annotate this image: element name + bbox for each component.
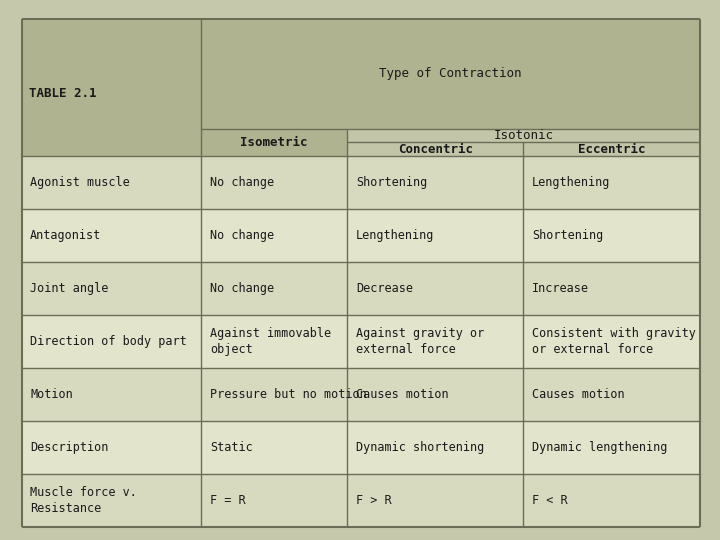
- Bar: [202, 421, 347, 474]
- Text: TABLE 2.1: TABLE 2.1: [29, 87, 96, 100]
- Bar: [202, 368, 347, 421]
- Bar: [22, 315, 202, 368]
- Text: Agonist muscle: Agonist muscle: [30, 176, 130, 189]
- Bar: [347, 262, 523, 315]
- Text: Decrease: Decrease: [356, 282, 413, 295]
- Text: Antagonist: Antagonist: [30, 229, 102, 242]
- Bar: [22, 156, 202, 209]
- Bar: [347, 421, 523, 474]
- Text: Isotonic: Isotonic: [493, 129, 554, 142]
- Bar: [202, 129, 347, 156]
- Bar: [22, 421, 202, 474]
- Text: Lengthening: Lengthening: [356, 229, 434, 242]
- Text: Concentric: Concentric: [398, 143, 473, 156]
- Text: Pressure but no motion: Pressure but no motion: [210, 388, 366, 401]
- Text: Motion: Motion: [30, 388, 73, 401]
- Text: Increase: Increase: [532, 282, 589, 295]
- Bar: [22, 209, 202, 262]
- Bar: [347, 209, 523, 262]
- Text: Lengthening: Lengthening: [532, 176, 611, 189]
- Text: F < R: F < R: [532, 494, 568, 507]
- Text: Consistent with gravity
or external force: Consistent with gravity or external forc…: [532, 327, 696, 356]
- Bar: [523, 209, 700, 262]
- Bar: [523, 421, 700, 474]
- Bar: [523, 474, 700, 526]
- Text: Static: Static: [210, 441, 253, 454]
- Text: Description: Description: [30, 441, 109, 454]
- Bar: [202, 156, 347, 209]
- Bar: [347, 156, 523, 209]
- Text: Against immovable
object: Against immovable object: [210, 327, 331, 356]
- Text: Muscle force v.
Resistance: Muscle force v. Resistance: [30, 485, 137, 515]
- Text: Direction of body part: Direction of body part: [30, 335, 187, 348]
- Bar: [347, 368, 523, 421]
- Bar: [347, 129, 700, 142]
- Bar: [523, 262, 700, 315]
- Text: Isometric: Isometric: [240, 136, 308, 148]
- Bar: [347, 474, 523, 526]
- Text: F > R: F > R: [356, 494, 392, 507]
- Bar: [22, 262, 202, 315]
- Text: Dynamic lengthening: Dynamic lengthening: [532, 441, 667, 454]
- Bar: [22, 474, 202, 526]
- Bar: [202, 315, 347, 368]
- Bar: [347, 315, 523, 368]
- Text: Against gravity or
external force: Against gravity or external force: [356, 327, 484, 356]
- Bar: [523, 315, 700, 368]
- Bar: [202, 474, 347, 526]
- Bar: [202, 209, 347, 262]
- Text: Eccentric: Eccentric: [578, 143, 645, 156]
- Bar: [22, 19, 202, 156]
- Text: No change: No change: [210, 176, 274, 189]
- Text: No change: No change: [210, 282, 274, 295]
- Text: Dynamic shortening: Dynamic shortening: [356, 441, 484, 454]
- Text: Shortening: Shortening: [532, 229, 603, 242]
- Bar: [22, 368, 202, 421]
- Bar: [347, 142, 523, 156]
- Text: Causes motion: Causes motion: [356, 388, 449, 401]
- Bar: [202, 262, 347, 315]
- Text: Joint angle: Joint angle: [30, 282, 109, 295]
- Bar: [523, 142, 700, 156]
- Bar: [523, 156, 700, 209]
- Text: Shortening: Shortening: [356, 176, 427, 189]
- Text: No change: No change: [210, 229, 274, 242]
- Bar: [202, 19, 700, 129]
- Bar: [523, 368, 700, 421]
- Text: F = R: F = R: [210, 494, 246, 507]
- Text: Type of Contraction: Type of Contraction: [379, 67, 522, 80]
- Text: Causes motion: Causes motion: [532, 388, 625, 401]
